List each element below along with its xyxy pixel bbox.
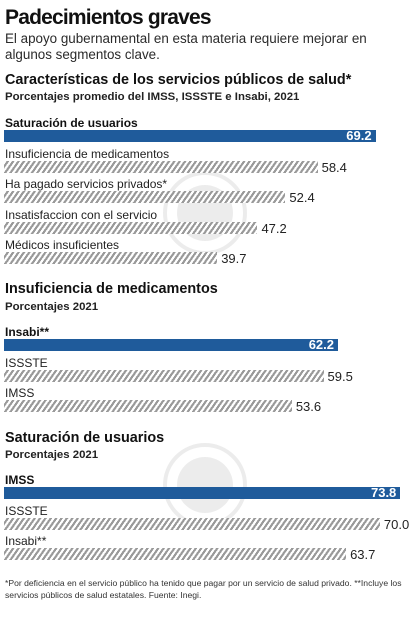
bar xyxy=(4,548,347,560)
category-label: IMSS xyxy=(5,473,35,487)
chart-title: Insuficiencia de medicamentos xyxy=(5,281,218,297)
bar xyxy=(4,400,292,412)
value-label: 73.8 xyxy=(370,485,397,500)
chart-subtitle: Porcentajes 2021 xyxy=(5,301,99,313)
category-label: Médicos insuficientes xyxy=(5,238,120,252)
bar xyxy=(4,130,376,142)
chart-title: Características de los servicios público… xyxy=(5,72,352,88)
chart-title: Saturación de usuarios xyxy=(5,430,165,446)
value-label: 59.5 xyxy=(327,368,353,384)
bar xyxy=(4,221,258,234)
watermark-seal-icon xyxy=(163,443,247,527)
value-label: 47.2 xyxy=(261,220,287,236)
category-label: ISSSTE xyxy=(5,355,48,370)
footnote: *Por deficiencia en el servicio público … xyxy=(5,578,402,600)
category-label: Saturación de usuarios xyxy=(5,116,138,130)
chart-subtitle: Porcentajes promedio del IMSS, ISSSTE e … xyxy=(5,91,300,103)
bar xyxy=(4,191,286,203)
category-label: Insuficiencia de medicamentos xyxy=(5,146,170,161)
category-label: Insabi** xyxy=(5,325,50,339)
value-label: 62.2 xyxy=(308,337,334,352)
category-label: Insatisfaccion con el servicio xyxy=(5,207,158,222)
category-label: Insabi** xyxy=(5,534,47,548)
value-label: 53.6 xyxy=(295,399,322,414)
value-label: 63.7 xyxy=(350,547,376,562)
category-label: Ha pagado servicios privados* xyxy=(5,177,168,191)
value-label: 70.0 xyxy=(383,516,410,532)
page-subtitle: El apoyo gubernamental en esta materia r… xyxy=(5,31,367,62)
bar xyxy=(4,487,401,499)
value-label: 69.2 xyxy=(346,128,372,143)
bar xyxy=(4,160,318,173)
category-label: ISSSTE xyxy=(5,503,48,518)
value-label: 58.4 xyxy=(321,159,347,175)
bar xyxy=(4,339,338,351)
bar xyxy=(4,517,380,530)
watermark-seal-icon xyxy=(163,171,247,255)
category-label: IMSS xyxy=(5,386,35,400)
value-label: 52.4 xyxy=(289,190,315,205)
bar xyxy=(4,252,218,264)
page-title: Padecimientos graves xyxy=(5,6,212,29)
chart-subtitle: Porcentajes 2021 xyxy=(5,449,99,461)
bar xyxy=(4,369,324,382)
value-label: 39.7 xyxy=(221,251,247,266)
